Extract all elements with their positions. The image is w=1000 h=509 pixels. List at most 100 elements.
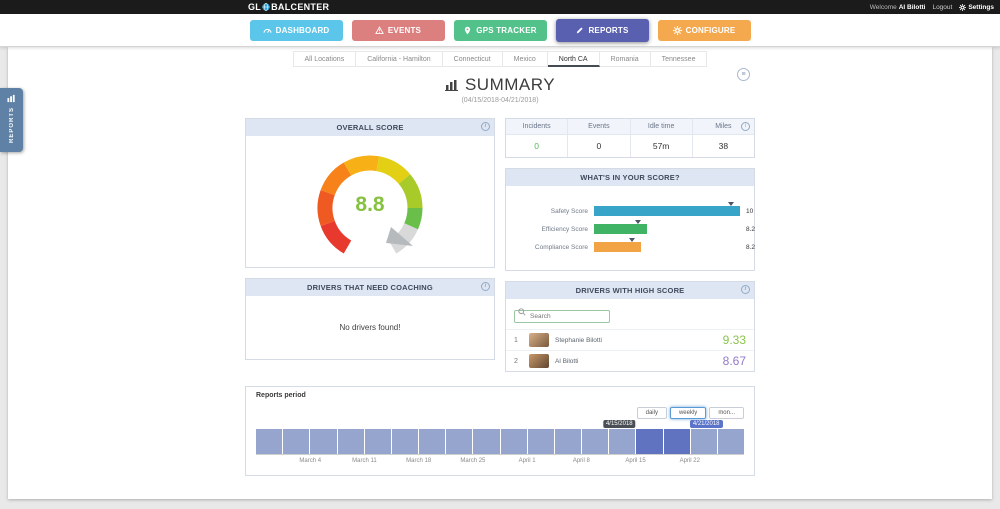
score-value: 10 xyxy=(746,207,754,215)
driver-score: 9.33 xyxy=(722,333,746,347)
info-icon[interactable] xyxy=(481,122,490,131)
timeline-segment-13[interactable] xyxy=(609,429,636,454)
panel-title: OVERALL SCORE xyxy=(336,123,404,132)
driver-score: 8.67 xyxy=(722,354,746,368)
gauge-arc xyxy=(317,155,423,253)
logo-text-suffix: CENTER xyxy=(290,2,330,12)
logo-text-prefix: GL xyxy=(248,2,262,12)
search-icon xyxy=(518,308,526,316)
timeline-chart: 4/15/2018 4/21/2018 xyxy=(256,420,745,455)
driver-row[interactable]: 2 Al Bilotti 8.67 xyxy=(506,350,754,371)
timeline-segment-0[interactable] xyxy=(256,429,283,454)
period-button-monthly[interactable]: mon... xyxy=(709,407,744,419)
nav-button-dashboard[interactable]: DASHBOARD xyxy=(249,19,343,41)
stats-header: Events xyxy=(567,119,630,134)
reports-period-panel: Reports period daily weekly mon... 4/15/… xyxy=(245,386,755,476)
timeline-segment-14[interactable] xyxy=(636,429,663,454)
content-card: All Locations California - Hamilton Connec… xyxy=(8,47,992,499)
map-pin-icon xyxy=(465,26,471,34)
stats-value: 57m xyxy=(629,134,692,157)
timeline-segment-1[interactable] xyxy=(283,429,310,454)
nav-label: REPORTS xyxy=(588,25,629,35)
nav-button-configure[interactable]: CONFIGURE xyxy=(657,19,751,41)
timeline-segment-3[interactable] xyxy=(337,429,364,454)
benchmark-marker xyxy=(628,238,635,242)
score-category: Efficiency Score xyxy=(541,225,588,233)
settings-link[interactable]: Settings xyxy=(959,3,994,11)
stats-header: Miles xyxy=(691,119,754,134)
tab-north-ca[interactable]: North CA xyxy=(547,51,600,67)
driver-row[interactable]: 1 Stephanie Bilotti 9.33 xyxy=(506,329,754,350)
panel-menu-button[interactable] xyxy=(737,68,750,81)
period-button-weekly[interactable]: weekly xyxy=(669,407,707,419)
timeline-axis-label-2: March 18 xyxy=(406,458,432,464)
timeline-segment-2[interactable] xyxy=(310,429,337,454)
timeline-segment-16[interactable] xyxy=(690,429,717,454)
side-tab-reports[interactable]: REPORTS xyxy=(0,88,23,152)
timeline-segment-5[interactable] xyxy=(391,429,419,454)
timeline-segment-15[interactable] xyxy=(663,429,690,454)
tab-all-locations[interactable]: All Locations xyxy=(292,51,357,67)
coaching-panel: DRIVERS THAT NEED COACHING No drivers fo… xyxy=(245,278,495,360)
info-icon[interactable] xyxy=(481,282,490,291)
info-icon[interactable] xyxy=(741,285,750,294)
gear-icon xyxy=(672,25,682,35)
dashboard-gauge-icon xyxy=(263,28,272,33)
high-score-panel: DRIVERS WITH HIGH SCORE 1 Stephanie Bilo… xyxy=(505,281,755,372)
nav-button-reports[interactable]: REPORTS xyxy=(555,18,649,42)
driver-name: Al Bilotti xyxy=(555,357,579,365)
nav-button-events[interactable]: EVENTS xyxy=(351,19,445,41)
topbar: GL BAL CENTER Welcome Al Bilotti Logout Se… xyxy=(0,0,1000,14)
timeline-axis-label-5: April 8 xyxy=(572,458,590,464)
logo-text-mid: BAL xyxy=(271,2,291,12)
main-nav: DASHBOARD EVENTS GPS TRACKER REPORTS xyxy=(0,14,1000,47)
benchmark-marker xyxy=(728,202,734,206)
driver-rank: 2 xyxy=(514,357,518,365)
timeline-axis-label-6: April 15 xyxy=(625,458,646,464)
timeline-segment-10[interactable] xyxy=(527,429,554,454)
nav-button-gps-tracker[interactable]: GPS TRACKER xyxy=(453,19,547,41)
timeline-segment-9[interactable] xyxy=(500,429,527,454)
timeline-segment-12[interactable] xyxy=(582,429,609,454)
driver-search-input[interactable] xyxy=(514,310,610,323)
logo: GL BAL CENTER xyxy=(248,0,329,14)
date-range: (04/15/2018-04/21/2018) xyxy=(461,97,539,104)
score-value: 8.2 xyxy=(746,243,756,251)
report-icon xyxy=(7,94,15,103)
tab-connecticut[interactable]: Connecticut xyxy=(442,51,503,67)
location-tabs: All Locations California - Hamilton Connec… xyxy=(8,47,992,67)
bar-chart-icon xyxy=(444,80,458,91)
warning-triangle-icon xyxy=(375,25,384,34)
tab-mexico[interactable]: Mexico xyxy=(502,51,548,67)
reports-period-title: Reports period xyxy=(256,392,306,399)
nav-label: CONFIGURE xyxy=(685,25,736,35)
score-bar-row: Compliance Score 8.2 xyxy=(514,238,755,252)
stats-table: Incidents Events Idle time Miles 0 0 57m… xyxy=(505,118,755,158)
driver-avatar xyxy=(529,333,549,347)
page-title: SUMMARY xyxy=(444,75,555,95)
tab-romania[interactable]: Romania xyxy=(599,51,651,67)
timeline-segment-11[interactable] xyxy=(554,429,582,454)
timeline-segment-8[interactable] xyxy=(473,429,500,454)
stats-header: Idle time xyxy=(629,119,692,134)
period-button-daily[interactable]: daily xyxy=(636,407,667,419)
gauge-needle xyxy=(386,226,413,246)
tab-tennessee[interactable]: Tennessee xyxy=(650,51,708,67)
gauge-value: 8.8 xyxy=(355,193,385,216)
timeline-segment-4[interactable] xyxy=(364,429,391,454)
selection-end-tooltip: 4/21/2018 xyxy=(689,420,723,428)
timeline-segment-17[interactable] xyxy=(717,429,745,454)
timeline-segment-6[interactable] xyxy=(419,429,446,454)
globe-icon xyxy=(262,3,270,11)
side-tab-label: REPORTS xyxy=(8,107,15,144)
tab-california-hamilton[interactable]: California - Hamilton xyxy=(356,51,443,67)
timeline-bars xyxy=(256,429,745,454)
logout-link[interactable]: Logout xyxy=(932,3,953,11)
score-breakdown-panel: WHAT'S IN YOUR SCORE? Safety Score 10 Ef… xyxy=(505,168,755,271)
benchmark-marker xyxy=(634,220,641,224)
timeline-segment-7[interactable] xyxy=(446,429,473,454)
info-icon[interactable] xyxy=(741,122,750,131)
driver-name: Stephanie Bilotti xyxy=(555,336,602,344)
score-bar-row: Safety Score 10 xyxy=(514,202,753,216)
timeline-axis-label-4: April 1 xyxy=(518,458,536,464)
